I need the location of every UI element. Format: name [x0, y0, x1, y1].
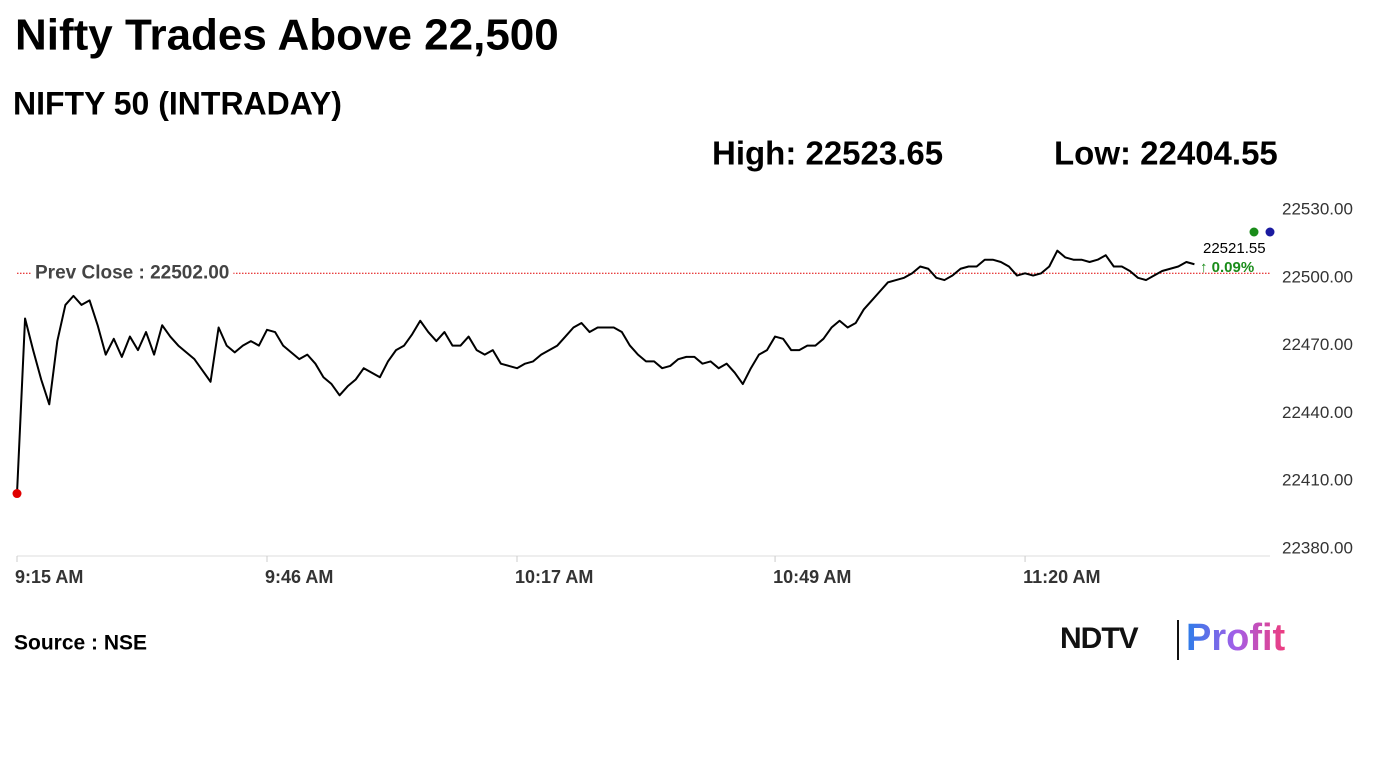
open-dot — [12, 489, 22, 499]
logo-profit: Profit — [1186, 617, 1286, 659]
y-tick-label: 22530.00 — [1282, 199, 1353, 218]
chart-title: Nifty Trades Above 22,500 — [15, 11, 559, 60]
logo-ndtv: NDTV — [1060, 622, 1139, 655]
legend-dot — [1249, 227, 1259, 237]
change: ↑ 0.09% — [1200, 259, 1254, 276]
low-label: Low: 22404.55 — [1054, 135, 1278, 172]
y-tick-label: 22440.00 — [1282, 403, 1353, 422]
y-tick-label: 22380.00 — [1282, 538, 1353, 557]
y-tick-label: 22470.00 — [1282, 335, 1353, 354]
last-price: 22521.55 — [1203, 240, 1266, 257]
chart-subtitle: NIFTY 50 (INTRADAY) — [13, 85, 342, 121]
prev-close-label: Prev Close : 22502.00 — [35, 262, 229, 283]
legend-dot — [1265, 227, 1275, 237]
x-tick-label: 9:46 AM — [265, 567, 333, 587]
source: Source : NSE — [14, 632, 147, 655]
x-tick-label: 11:20 AM — [1023, 567, 1100, 587]
y-tick-label: 22410.00 — [1282, 471, 1353, 490]
prev-close-label-bg — [31, 262, 234, 284]
y-tick-label: 22500.00 — [1282, 267, 1353, 286]
high-label: High: 22523.65 — [712, 135, 943, 172]
price-line — [16, 249, 1195, 494]
x-tick-label: 9:15 AM — [15, 567, 83, 587]
x-tick-label: 10:49 AM — [773, 567, 851, 587]
x-tick-label: 10:17 AM — [515, 567, 593, 587]
